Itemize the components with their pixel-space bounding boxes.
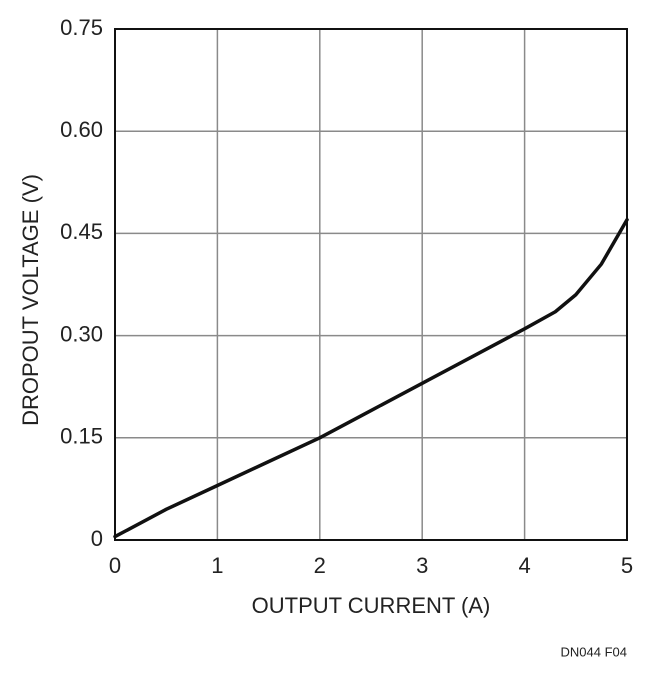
y-tick-label: 0.30	[60, 321, 103, 346]
x-tick-label: 1	[211, 553, 223, 578]
figure-note: DN044 F04	[561, 644, 627, 659]
y-tick-label: 0.45	[60, 219, 103, 244]
y-tick-label: 0.15	[60, 424, 103, 449]
data-line	[113, 218, 629, 539]
plot-frame	[114, 28, 628, 541]
y-tick-label: 0.75	[60, 15, 103, 40]
x-tick-label: 2	[314, 553, 326, 578]
x-tick-label: 3	[416, 553, 428, 578]
y-axis-label: DROPOUT VOLTAGE (V)	[18, 174, 43, 426]
x-tick-label: 0	[109, 553, 121, 578]
x-tick-label: 5	[621, 553, 633, 578]
x-axis-label: OUTPUT CURRENT (A)	[252, 593, 491, 618]
x-tick-label: 4	[518, 553, 530, 578]
y-tick-label: 0.60	[60, 117, 103, 142]
y-tick-label: 0	[91, 526, 103, 551]
